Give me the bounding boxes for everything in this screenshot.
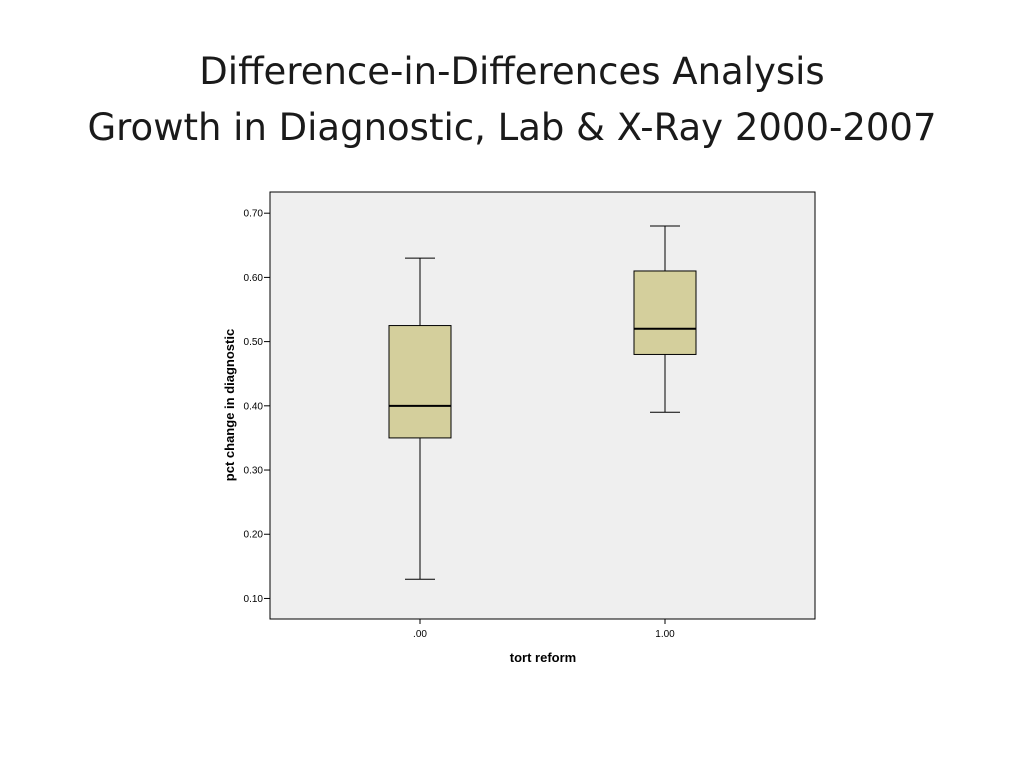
y-axis: 0.10 0.20 0.30 0.40 0.50 0.60 0.70 xyxy=(244,209,270,605)
y-tick-label: 0.50 xyxy=(244,337,264,348)
x-tick-label: 1.00 xyxy=(655,629,675,640)
y-tick-label: 0.10 xyxy=(244,594,264,605)
slide-title: Difference-in-Differences Analysis Growt… xyxy=(0,44,1024,156)
title-line-1: Difference-in-Differences Analysis xyxy=(199,50,825,93)
boxes-group xyxy=(388,225,697,580)
y-tick-label: 0.20 xyxy=(244,530,264,541)
box-2 xyxy=(633,225,697,413)
x-tick-label: .00 xyxy=(413,629,427,640)
y-tick-label: 0.30 xyxy=(244,466,264,477)
y-tick-label: 0.60 xyxy=(244,273,264,284)
iqr-box xyxy=(633,270,697,355)
y-tick-label: 0.40 xyxy=(244,401,264,412)
plot-area xyxy=(269,191,816,620)
title-line-2: Growth in Diagnostic, Lab & X-Ray 2000-2… xyxy=(87,106,937,149)
y-tick-label: 0.70 xyxy=(244,209,264,220)
box-1 xyxy=(388,257,452,580)
y-axis-title: pct change in diagnostic xyxy=(222,329,237,481)
x-axis-title: tort reform xyxy=(510,650,576,665)
iqr-box xyxy=(388,325,452,439)
x-axis: .00 1.00 xyxy=(413,619,675,640)
